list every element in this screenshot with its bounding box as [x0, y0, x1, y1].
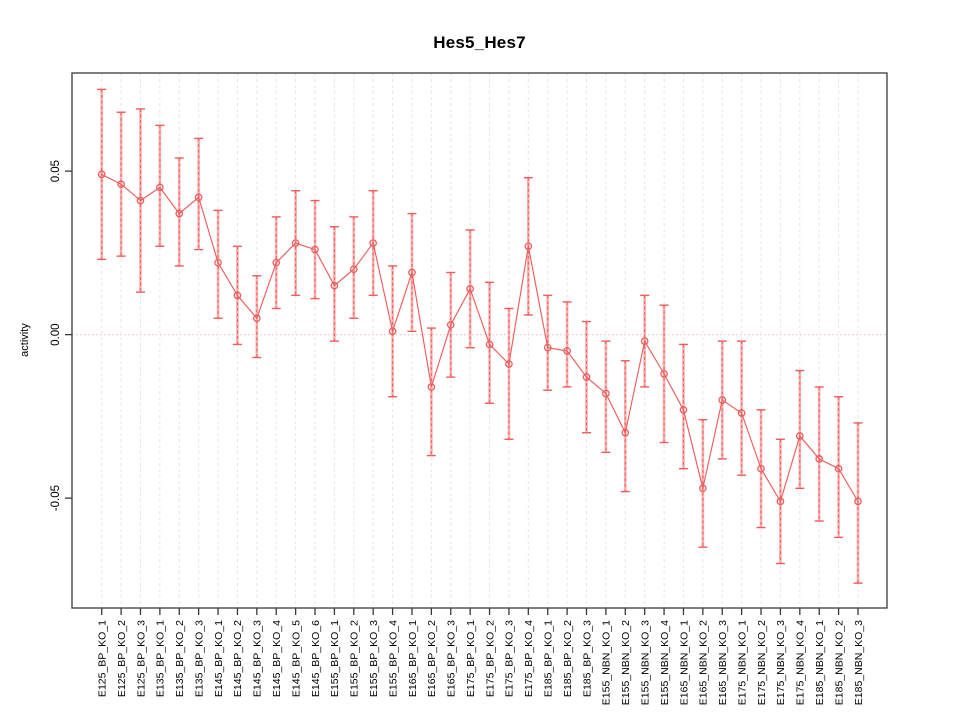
- plot-border: [71, 72, 888, 609]
- data-point: [388, 327, 397, 336]
- data-point: [815, 455, 824, 463]
- x-tick-label: E145_BP_KO_4: [271, 620, 283, 697]
- x-tick-label: E155_NBN_KO_2: [620, 620, 632, 705]
- x-tick-label: E165_NBN_KO_3: [717, 620, 729, 705]
- x-tick-label: E155_NBN_KO_3: [639, 620, 651, 705]
- x-tick-label: E145_BP_KO_5: [290, 620, 302, 697]
- x-tick-label: E135_BP_KO_3: [193, 620, 205, 697]
- data-point: [660, 370, 668, 378]
- data-point: [156, 183, 164, 192]
- data-point: [582, 373, 591, 381]
- x-tick-label: E155_BP_KO_1: [329, 620, 341, 697]
- chart-title: Hes5_Hes7: [433, 33, 526, 52]
- x-tick-label: E185_NBN_KO_1: [814, 620, 826, 705]
- x-tick-label: E155_BP_KO_3: [368, 620, 380, 697]
- x-tick-label: E165_BP_KO_1: [407, 620, 419, 697]
- x-tick-label: E165_BP_KO_3: [446, 620, 458, 697]
- data-point: [776, 497, 785, 506]
- data-point: [621, 428, 630, 437]
- data-point: [117, 180, 125, 189]
- x-tick-label: E185_NBN_KO_2: [833, 620, 845, 705]
- data-point: [408, 268, 416, 277]
- x-tick-label: E145_BP_KO_3: [252, 620, 264, 697]
- x-tick-label: E155_BP_KO_4: [387, 620, 399, 697]
- data-point: [252, 314, 261, 323]
- x-tick-label: E165_NBN_KO_2: [698, 620, 710, 705]
- x-tick-label: E165_BP_KO_2: [426, 620, 438, 697]
- data-point: [311, 245, 319, 254]
- data-point: [175, 209, 184, 218]
- data-point: [757, 464, 765, 473]
- data-point: [795, 432, 804, 440]
- x-tick-label: E155_NBN_KO_4: [659, 620, 671, 705]
- data-point: [194, 193, 203, 202]
- data-point: [466, 284, 474, 293]
- x-tick-label: E145_BP_KO_1: [213, 620, 225, 697]
- data-point: [543, 343, 552, 352]
- data-point: [505, 360, 513, 368]
- y-tick-label: 0.05: [50, 160, 62, 182]
- x-tick-label: E185_BP_KO_1: [543, 620, 555, 697]
- x-tick-label: E125_BP_KO_3: [135, 620, 147, 697]
- x-tick-label: E155_NBN_KO_1: [601, 620, 613, 705]
- x-tick-label: E185_BP_KO_3: [581, 620, 593, 697]
- series-line: [101, 173, 859, 503]
- data-point: [524, 242, 533, 251]
- data-point: [718, 396, 727, 404]
- data-point: [679, 405, 688, 414]
- data-point: [291, 239, 300, 247]
- data-point: [834, 464, 843, 473]
- data-point: [136, 196, 145, 205]
- x-tick-label: E145_BP_KO_6: [310, 620, 322, 697]
- data-point: [272, 258, 281, 267]
- y-tick-label: 0.00: [50, 323, 62, 345]
- data-point: [602, 389, 610, 398]
- x-tick-label: E175_NBN_KO_1: [736, 620, 748, 705]
- data-point: [233, 291, 242, 300]
- x-tick-label: E135_BP_KO_1: [155, 620, 167, 697]
- x-tick-label: E175_NBN_KO_3: [775, 620, 787, 705]
- x-tick-label: E175_NBN_KO_2: [756, 620, 768, 705]
- data-point: [427, 383, 436, 391]
- x-tick-label: E185_BP_KO_2: [562, 620, 574, 697]
- x-tick-label: E175_BP_KO_1: [465, 620, 477, 697]
- data-point: [330, 281, 339, 290]
- data-point: [640, 337, 649, 346]
- data-point: [97, 170, 106, 179]
- data-point: [446, 320, 455, 329]
- x-tick-label: E175_BP_KO_4: [523, 620, 535, 697]
- x-tick-label: E145_BP_KO_2: [232, 620, 244, 697]
- x-tick-label: E135_BP_KO_2: [174, 620, 186, 697]
- x-tick-label: E175_NBN_KO_4: [795, 620, 807, 705]
- data-point: [485, 340, 494, 349]
- data-point: [854, 497, 862, 506]
- x-tick-label: E125_BP_KO_1: [97, 620, 109, 697]
- data-point: [737, 409, 746, 417]
- x-tick-label: E185_NBN_KO_3: [853, 620, 865, 705]
- y-tick-label: -0.05: [50, 485, 62, 511]
- x-tick-label: E125_BP_KO_2: [116, 620, 128, 697]
- x-tick-label: E165_NBN_KO_1: [678, 620, 690, 705]
- data-point: [349, 265, 358, 274]
- x-tick-label: E155_BP_KO_2: [349, 620, 361, 697]
- x-tick-label: E175_BP_KO_2: [484, 620, 496, 697]
- data-point: [369, 239, 378, 247]
- data-point: [214, 258, 222, 267]
- data-point: [699, 484, 707, 493]
- x-tick-label: E175_BP_KO_3: [504, 620, 516, 697]
- data-point: [563, 347, 571, 355]
